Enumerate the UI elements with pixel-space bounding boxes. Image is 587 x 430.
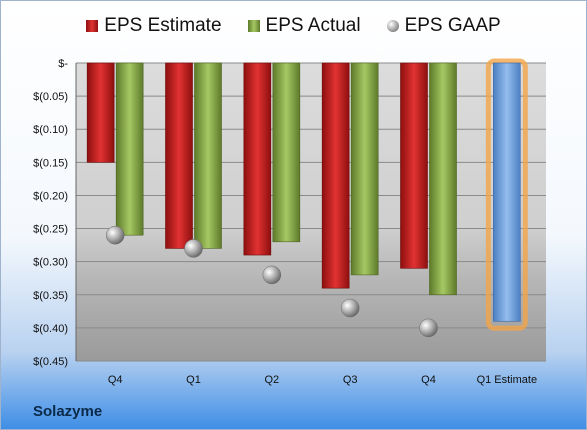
y-tick-label: $(0.20) [33,190,68,202]
legend-label-estimate: EPS Estimate [104,15,222,36]
y-tick-label: $(0.35) [33,290,68,302]
legend-label-actual: EPS Actual [265,15,361,36]
legend-item-actual: EPS Actual [247,15,361,37]
bar-eps-estimate [86,62,115,163]
bar-eps-actual [350,62,379,276]
x-tick-label: Q1 Estimate [477,374,538,386]
marker-eps-gaap [340,298,360,318]
bar-eps-estimate [165,62,193,249]
marker-eps-gaap [419,318,438,338]
legend-swatch-actual [247,20,260,32]
marker-eps-gaap [184,239,203,258]
company-name: Solazyme [33,403,103,420]
legend-item-estimate: EPS Estimate [86,15,222,37]
bar-eps-estimate-next [493,62,521,322]
y-tick-label: $- [58,58,68,70]
y-tick-label: $(0.25) [33,224,68,236]
x-tick-label: Q4 [108,374,123,386]
legend-item-gaap: EPS GAAP [386,15,501,37]
x-tick-label: Q4 [421,374,436,386]
bar-eps-actual [429,62,457,296]
bar-eps-actual [115,62,144,236]
y-tick-label: $(0.45) [33,356,68,368]
legend-swatch-gaap [386,20,399,32]
bar-eps-estimate [400,62,428,269]
legend-label-gaap: EPS GAAP [404,15,501,36]
x-tick-label: Q2 [264,374,279,386]
legend: EPS Estimate EPS Actual EPS GAAP [1,15,586,37]
y-tick-label: $(0.15) [33,157,68,169]
x-tick-label: Q1 [186,374,201,386]
y-tick-label: $(0.30) [33,257,68,269]
bar-eps-actual [272,62,301,243]
x-tick-label: Q3 [343,374,358,386]
y-tick-label: $(0.05) [33,91,68,103]
y-tick-label: $(0.10) [33,124,68,136]
highlight-glow [485,58,528,331]
bar-eps-estimate [243,62,272,256]
bar-eps-actual [194,62,222,249]
marker-eps-gaap [105,225,125,245]
y-tick-label: $(0.40) [33,323,68,335]
legend-swatch-estimate [86,20,99,32]
plot-area [76,63,546,361]
marker-eps-gaap [262,265,282,285]
bar-eps-estimate [321,62,350,289]
